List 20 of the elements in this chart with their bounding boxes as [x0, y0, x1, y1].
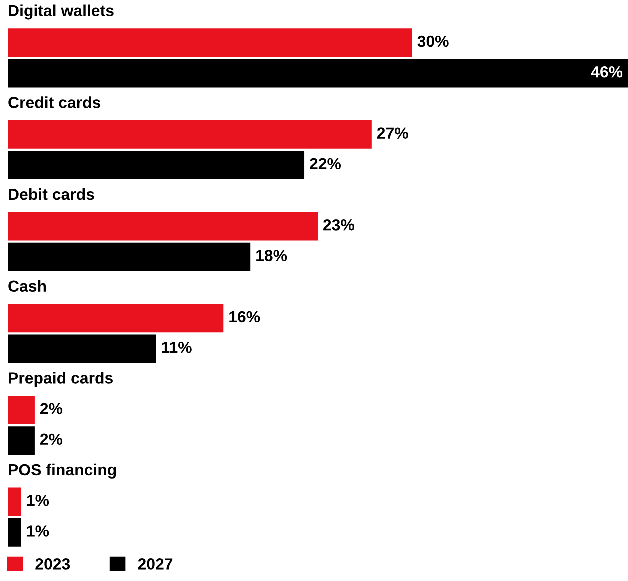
y-tick-label: Debit cards: [9, 188, 94, 200]
data-label: 18%: [256, 250, 288, 262]
data-label: 1%: [27, 495, 50, 506]
y-tick-label: Credit cards: [8, 96, 101, 108]
data-label: 46%: [591, 66, 623, 78]
data-label: 23%: [324, 220, 355, 231]
data-label: 27%: [377, 128, 408, 139]
legend-label: 2023: [36, 558, 70, 570]
data-label: 30%: [418, 36, 449, 48]
legend-label: 2027: [138, 558, 173, 570]
y-tick-label: Cash: [8, 280, 46, 292]
data-label: 22%: [310, 158, 342, 170]
data-label: 1%: [27, 526, 50, 537]
y-tick-label: Prepaid cards: [9, 372, 113, 388]
y-tick-label: Digital wallets: [9, 4, 114, 20]
data-label: 2%: [40, 403, 63, 414]
y-tick-label: POS financing: [9, 464, 116, 479]
data-label: 2%: [40, 434, 63, 446]
data-label: 16%: [230, 311, 260, 323]
data-label: 11%: [162, 342, 192, 354]
